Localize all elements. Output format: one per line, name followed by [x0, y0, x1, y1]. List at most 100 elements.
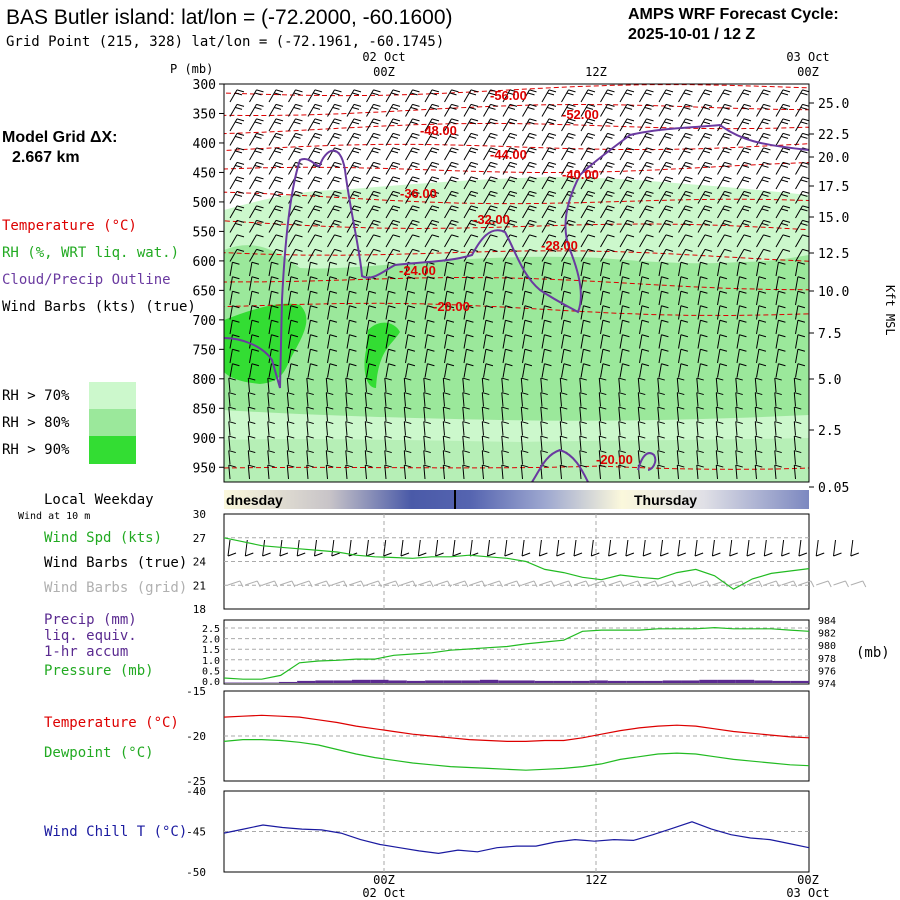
wind-barb-flag	[774, 421, 782, 425]
wind-barb-flag	[490, 205, 498, 209]
precip-bar	[278, 681, 298, 683]
wind-barb	[678, 305, 689, 320]
wind-barb-flag	[758, 319, 767, 323]
wind-barb-flag	[646, 103, 654, 107]
wind-barb-flag	[314, 118, 323, 122]
wind-barb-flag	[782, 161, 791, 165]
wind-barb-shaft	[483, 104, 491, 117]
wind-barb-shaft	[676, 392, 679, 407]
wind-barb-shaft	[678, 320, 682, 335]
wind-barb-flag	[349, 261, 357, 265]
wind-barb-flag	[384, 421, 392, 425]
wind-barb	[795, 276, 806, 291]
wind-barb	[385, 132, 401, 146]
wind-barb-flag	[312, 208, 321, 212]
wind-barb-flag	[599, 406, 607, 410]
wind-barb-flag	[295, 219, 303, 223]
wind-barb	[307, 118, 323, 132]
wind-barb-shaft	[580, 104, 589, 117]
wind-barb-shaft	[463, 205, 472, 219]
wind-barb-shaft	[228, 436, 231, 451]
wind-barb-flag	[602, 290, 611, 294]
wind-barb-flag	[546, 92, 555, 96]
wind-barb-flag	[449, 150, 457, 154]
wind-barb-flag	[724, 89, 732, 93]
wind-barb-flag	[446, 276, 455, 280]
wind-barb-flag	[626, 89, 635, 93]
wind-barb-flag	[626, 103, 635, 107]
wind-barb-flag	[271, 305, 279, 309]
wind-barb	[735, 435, 743, 451]
wind-barb-flag	[704, 176, 713, 180]
wind-barb-flag	[371, 150, 379, 154]
surface-wind-barb	[417, 539, 427, 557]
wind-barb	[775, 219, 791, 233]
wind-barb-flag	[228, 464, 236, 468]
wind-barb	[424, 248, 440, 262]
wind-barb-flag	[412, 176, 420, 180]
precip-bar	[754, 680, 773, 683]
wind-barb-shaft	[327, 320, 331, 335]
wind-barb-flag	[427, 363, 435, 367]
wind-barb-shaft	[249, 176, 257, 190]
wind-barb-flag	[540, 377, 548, 381]
wind-barb-flag	[228, 450, 236, 454]
wind-barb-flag	[365, 392, 373, 396]
windchill-ticks: -40-45-50	[186, 785, 206, 879]
wind-barb-flag	[412, 89, 420, 93]
wind-barb-flag	[702, 150, 711, 154]
wind-barb	[618, 464, 626, 480]
wind-barb-flag	[548, 147, 557, 151]
surface-barb-shaft	[694, 539, 698, 557]
wind-barb-flag	[501, 406, 509, 410]
precip-bar	[425, 680, 444, 683]
wind-barb-shaft	[793, 450, 796, 465]
wind-barb-shaft	[639, 291, 643, 306]
wind-barb-flag	[443, 450, 451, 454]
wind-barb-shaft	[756, 349, 760, 364]
wind-barb	[717, 161, 732, 175]
wind-barb	[639, 190, 654, 204]
wind-barb	[579, 392, 587, 407]
rh80-label: RH > 80%	[2, 415, 70, 431]
wind-barb	[502, 132, 518, 146]
wind-barb-flag	[722, 164, 730, 168]
wind-barb-flag	[234, 179, 243, 183]
wind-barb	[481, 464, 490, 480]
wind-barb-flag	[774, 377, 782, 381]
wind-barb	[637, 392, 646, 407]
wind-barb-shaft	[736, 147, 745, 161]
wind-barb	[736, 334, 747, 349]
wind-barb	[658, 290, 669, 306]
wind-barb-shaft	[325, 465, 328, 480]
wind-barb-flag	[234, 208, 243, 212]
grid-barb-flag	[602, 580, 607, 588]
wind-barb-flag	[780, 150, 789, 154]
wind-barb-shaft	[346, 249, 355, 262]
wind-barb	[385, 334, 396, 349]
wind-barb	[424, 276, 435, 291]
grid-wind-barb	[366, 580, 382, 588]
wind-barb-flag	[778, 363, 786, 367]
wind-barb-shaft	[600, 305, 604, 320]
wind-barb-flag	[232, 319, 240, 323]
wind-barb-shaft	[756, 118, 764, 132]
wind-barb-flag	[704, 234, 713, 238]
wind-barb	[522, 118, 537, 132]
wind-barb-shaft	[579, 407, 582, 422]
wind-barb-flag	[251, 290, 260, 294]
wind-barb-flag	[646, 234, 654, 238]
wind-barb	[463, 319, 474, 335]
grid-barb-shaft	[608, 580, 621, 586]
wind-barb-flag	[583, 363, 591, 367]
wind-barb-shaft	[697, 191, 706, 204]
wind-barb-flag	[774, 392, 782, 396]
wind-panel	[223, 513, 810, 610]
wind-barb-shaft	[619, 291, 623, 306]
wind-barb-flag	[685, 103, 693, 107]
wind-barb	[678, 205, 693, 219]
wind-barb-flag	[761, 193, 769, 197]
wind-barb-shaft	[483, 89, 491, 103]
grid-barb-flag	[827, 580, 832, 588]
wind-barb-flag	[683, 164, 691, 168]
